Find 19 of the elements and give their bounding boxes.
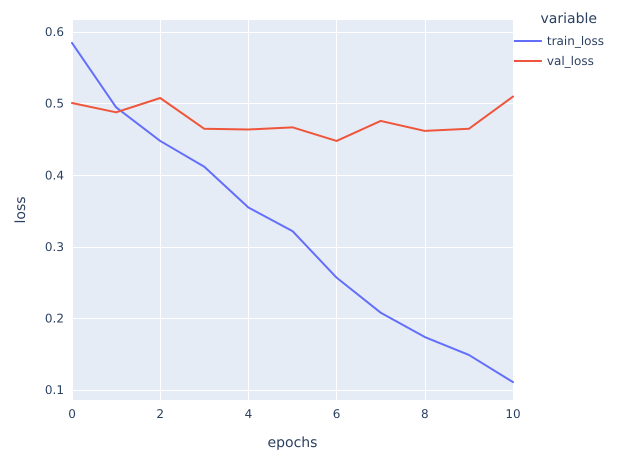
y-tick-label: 0.4	[44, 168, 64, 182]
x-tick-label: 10	[505, 407, 521, 421]
y-tick-label: 0.2	[44, 311, 64, 326]
x-tick-label: 6	[332, 407, 340, 421]
x-tick-label: 2	[156, 407, 164, 421]
x-tick-label: 0	[68, 407, 76, 421]
line-series	[71, 42, 514, 384]
y-tick-label: 0.1	[44, 382, 64, 397]
x-axis-title: epochs	[268, 435, 318, 451]
y-tick-label: 0.5	[44, 96, 64, 111]
x-tick-label: 4	[244, 407, 252, 421]
y-axis-title: loss	[13, 196, 29, 224]
x-tick-label: 8	[420, 407, 429, 421]
legend-label: train_loss	[546, 34, 604, 48]
legend-label: val_loss	[546, 54, 594, 68]
line-series	[71, 96, 514, 142]
y-tick-label: 0.3	[44, 240, 64, 254]
legend-title: variable	[540, 11, 598, 27]
y-tick-label: 0.6	[44, 25, 64, 40]
